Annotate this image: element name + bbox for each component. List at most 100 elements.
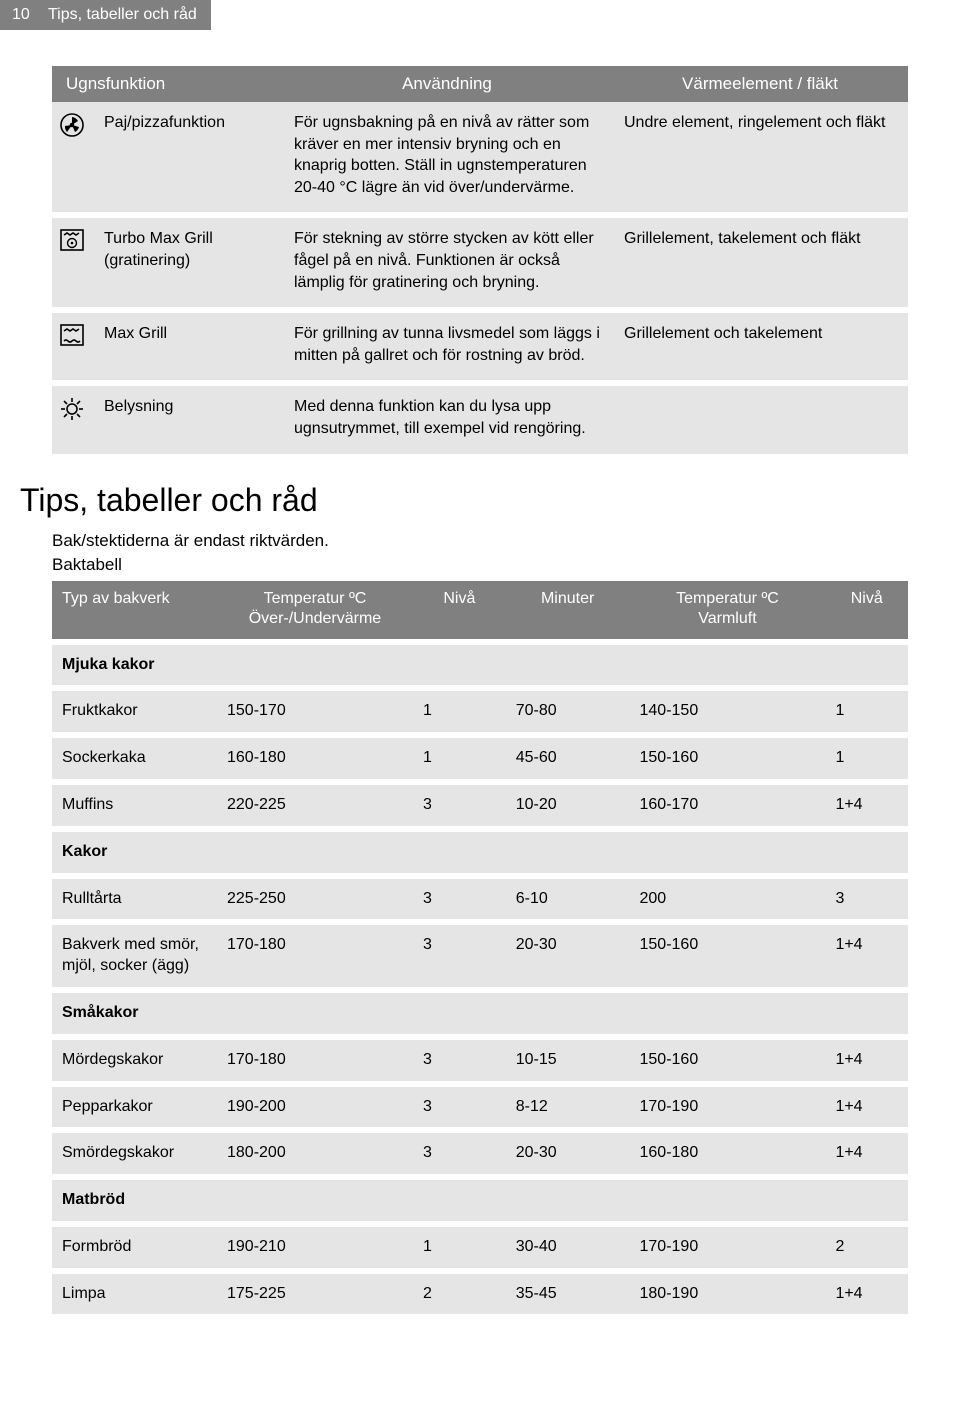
cell: 70-80 — [506, 691, 630, 732]
cell: 10-15 — [506, 1040, 630, 1081]
cell — [217, 993, 413, 1034]
function-icon — [52, 218, 92, 307]
cell: Småkakor — [52, 993, 217, 1034]
cell: 1+4 — [825, 1133, 908, 1174]
function-name: Turbo Max Grill (gratinering) — [92, 218, 282, 307]
cell — [413, 993, 506, 1034]
baking-category-row: Mjuka kakor — [52, 645, 908, 686]
function-row: Turbo Max Grill (gratinering)För steknin… — [52, 218, 908, 307]
cell — [506, 645, 630, 686]
baking-data-row: Smördegskakor180-200320-30160-1801+4 — [52, 1133, 908, 1174]
cell: Mördegskakor — [52, 1040, 217, 1081]
baking-data-row: Pepparkakor190-20038-12170-1901+4 — [52, 1087, 908, 1128]
intro-line-2: Baktabell — [52, 555, 908, 575]
baking-category-row: Småkakor — [52, 993, 908, 1034]
baking-table: Typ av bakverk Temperatur ºC Över-/Under… — [52, 581, 908, 1315]
cell: 20-30 — [506, 1133, 630, 1174]
cell — [825, 993, 908, 1034]
cell: 170-190 — [630, 1227, 826, 1268]
baking-category-row: Kakor — [52, 832, 908, 873]
baking-data-row: Fruktkakor150-170170-80140-1501 — [52, 691, 908, 732]
cell: Smördegskakor — [52, 1133, 217, 1174]
page-tab: 10 Tips, tabeller och råd — [0, 0, 211, 30]
cell: 160-170 — [630, 785, 826, 826]
cell — [825, 832, 908, 873]
page-title-tab: Tips, tabeller och råd — [48, 6, 197, 23]
section-heading: Tips, tabeller och råd — [20, 482, 908, 519]
cell: 10-20 — [506, 785, 630, 826]
baking-data-row: Sockerkaka160-180145-60150-1601 — [52, 738, 908, 779]
function-heat: Undre element, ringelement och fläkt — [612, 102, 908, 212]
t2-h-c3: Nivå — [413, 581, 506, 639]
cell: 8-12 — [506, 1087, 630, 1128]
cell — [506, 993, 630, 1034]
function-row: Max GrillFör grillning av tunna livsmede… — [52, 313, 908, 380]
function-name: Paj/pizzafunktion — [92, 102, 282, 212]
cell: 1 — [413, 1227, 506, 1268]
cell: 190-200 — [217, 1087, 413, 1128]
cell: 150-160 — [630, 1040, 826, 1081]
t2-h-c4: Minuter — [506, 581, 630, 639]
cell: 45-60 — [506, 738, 630, 779]
cell: 30-40 — [506, 1227, 630, 1268]
cell: 6-10 — [506, 879, 630, 920]
t1-header-heat: Värmeelement / fläkt — [612, 66, 908, 102]
cell: 225-250 — [217, 879, 413, 920]
baking-data-row: Mördegskakor170-180310-15150-1601+4 — [52, 1040, 908, 1081]
t2-h-c2a: Temperatur ºC — [264, 590, 367, 607]
cell: Sockerkaka — [52, 738, 217, 779]
cell: 1+4 — [825, 925, 908, 987]
cell: Rulltårta — [52, 879, 217, 920]
functions-table: Ugnsfunktion Användning Värmeelement / f… — [52, 66, 908, 454]
function-icon — [52, 313, 92, 380]
cell: 1 — [825, 738, 908, 779]
t2-h-c6: Nivå — [825, 581, 908, 639]
t2-h-c5a: Temperatur ºC — [676, 590, 779, 607]
cell: 3 — [413, 1040, 506, 1081]
cell: Pepparkakor — [52, 1087, 217, 1128]
function-icon — [52, 102, 92, 212]
cell — [217, 832, 413, 873]
intro-line-1: Bak/stektiderna är endast riktvärden. — [52, 531, 908, 551]
cell — [630, 993, 826, 1034]
cell — [630, 832, 826, 873]
cell: Muffins — [52, 785, 217, 826]
function-usage: För stekning av större stycken av kött e… — [282, 218, 612, 307]
cell: 150-160 — [630, 925, 826, 987]
baking-category-row: Matbröd — [52, 1180, 908, 1221]
cell: Limpa — [52, 1274, 217, 1315]
cell: 150-170 — [217, 691, 413, 732]
cell: 2 — [825, 1227, 908, 1268]
cell — [630, 1180, 826, 1221]
cell: 3 — [413, 1133, 506, 1174]
t2-h-c2: Temperatur ºC Över-/Undervärme — [217, 581, 413, 639]
cell: 1 — [413, 691, 506, 732]
cell — [506, 1180, 630, 1221]
page-number: 10 — [12, 6, 30, 23]
cell — [825, 645, 908, 686]
cell — [413, 645, 506, 686]
cell — [630, 645, 826, 686]
cell: 150-160 — [630, 738, 826, 779]
cell: 3 — [413, 1087, 506, 1128]
t2-h-c5b: Varmluft — [698, 610, 756, 627]
cell: Kakor — [52, 832, 217, 873]
cell: 175-225 — [217, 1274, 413, 1315]
cell: 220-225 — [217, 785, 413, 826]
cell: 160-180 — [217, 738, 413, 779]
cell — [217, 1180, 413, 1221]
cell: 2 — [413, 1274, 506, 1315]
function-name: Max Grill — [92, 313, 282, 380]
cell: 1 — [413, 738, 506, 779]
t1-header-func: Ugnsfunktion — [52, 66, 282, 102]
cell: 35-45 — [506, 1274, 630, 1315]
cell: 140-150 — [630, 691, 826, 732]
cell: 1+4 — [825, 1040, 908, 1081]
cell: 3 — [413, 785, 506, 826]
cell: 1+4 — [825, 1274, 908, 1315]
cell: Matbröd — [52, 1180, 217, 1221]
baking-data-row: Muffins220-225310-20160-1701+4 — [52, 785, 908, 826]
cell: 200 — [630, 879, 826, 920]
baking-data-row: Formbröd190-210130-40170-1902 — [52, 1227, 908, 1268]
cell — [825, 1180, 908, 1221]
